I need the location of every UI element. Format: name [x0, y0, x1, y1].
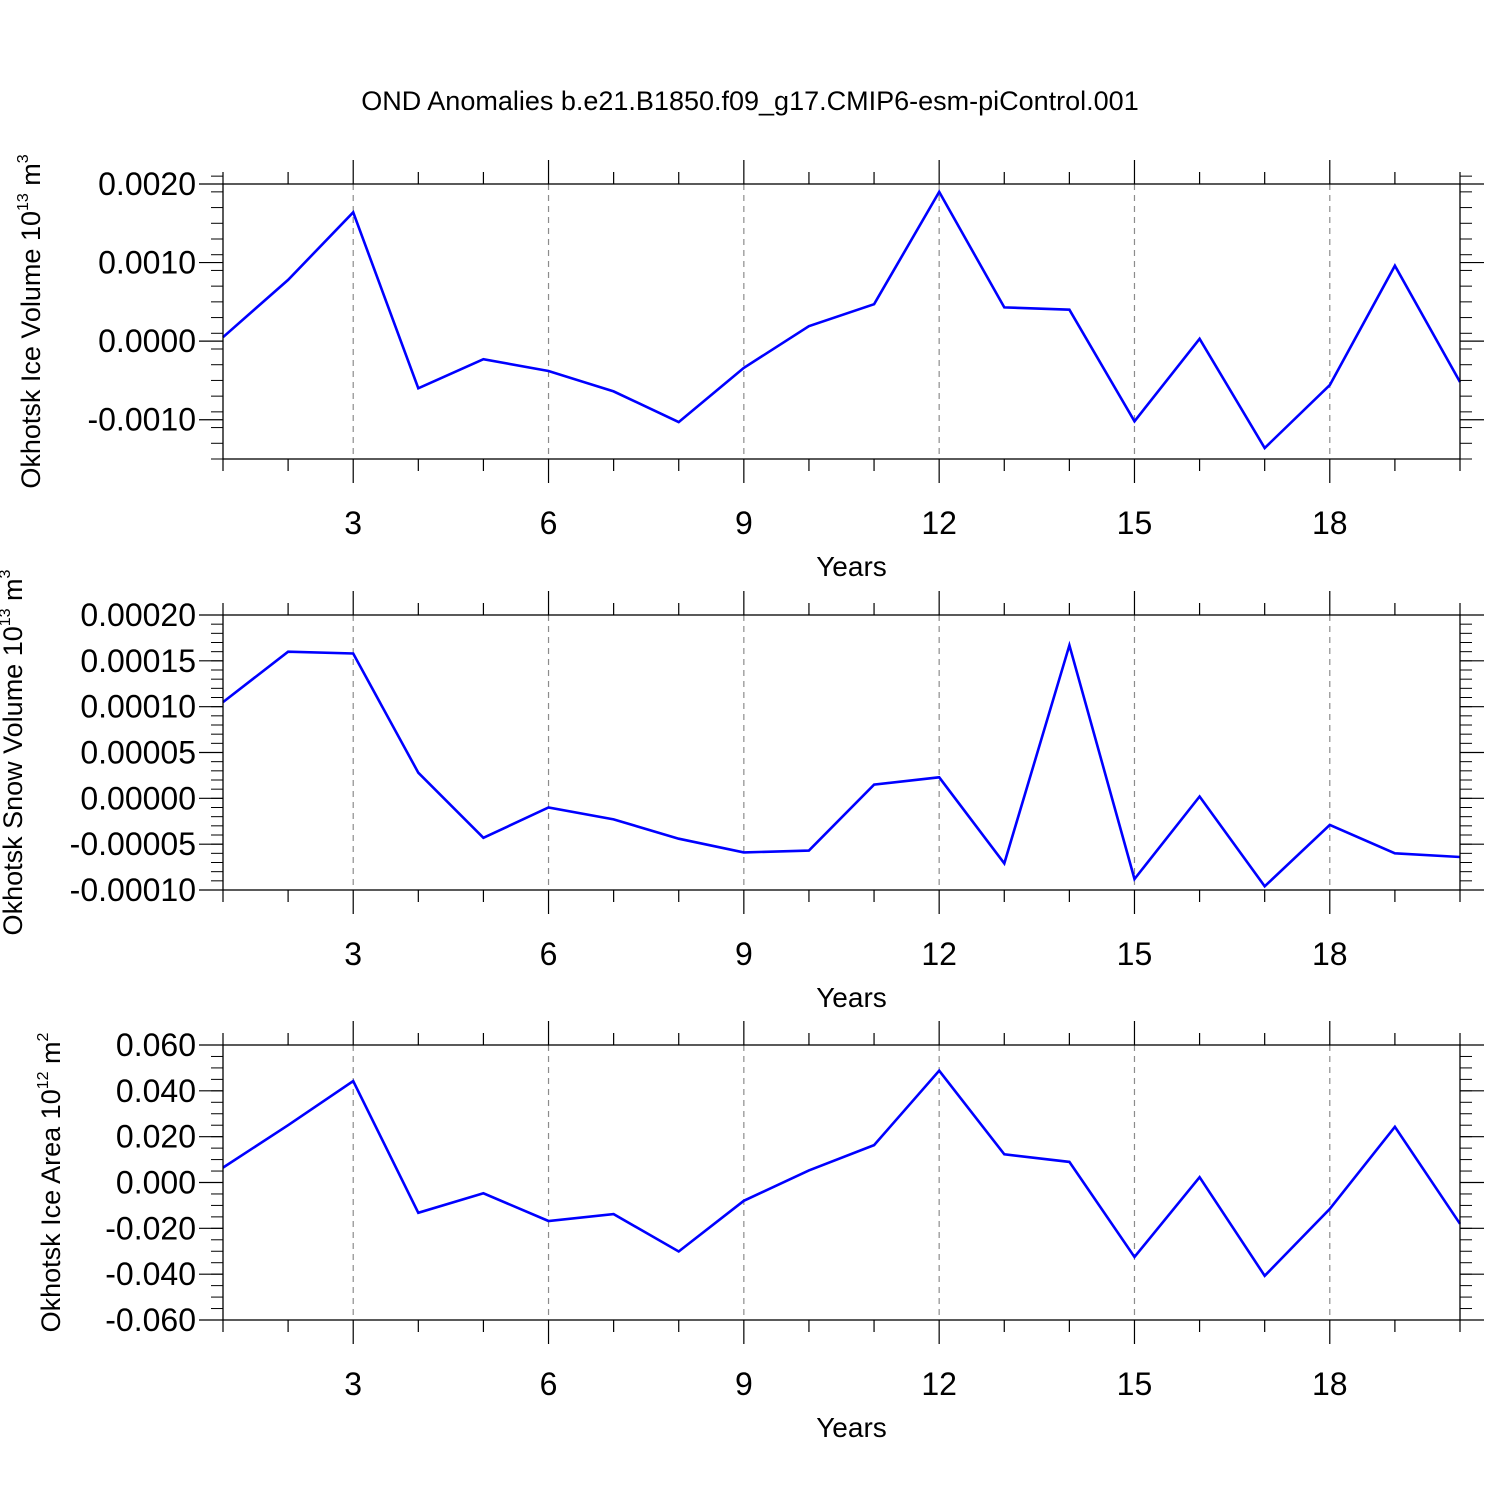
x-tick-label: 6 [540, 1366, 558, 1402]
x-axis-title: Years [816, 551, 887, 582]
y-axis-title: Okhotsk Snow Volume 1013 m3 [0, 569, 28, 935]
y-tick-label: 0.0010 [98, 245, 196, 281]
x-tick-label: 15 [1117, 505, 1153, 541]
plot-frame [222, 1044, 1461, 1321]
x-tick-label: 12 [921, 505, 957, 541]
x-tick-label: 12 [921, 1366, 957, 1402]
y-tick-label: 0.0020 [98, 166, 196, 202]
y-axis-title-superscript: 2 [35, 1032, 52, 1041]
x-tick-label: 15 [1117, 1366, 1153, 1402]
y-axis-title-superscript: 3 [15, 154, 32, 163]
x-tick-label: 6 [540, 505, 558, 541]
y-tick-label: 0.040 [116, 1073, 196, 1109]
plot-frame [222, 183, 1461, 460]
x-axis-title: Years [816, 982, 887, 1013]
y-axis-title-part: m [36, 1041, 66, 1071]
y-axis-title-part: m [0, 578, 28, 608]
y-tick-label: 0.00005 [80, 735, 196, 771]
y-axis-title: Okhotsk Ice Volume 1013 m3 [15, 154, 46, 488]
y-tick-label: 0.060 [116, 1027, 196, 1063]
chart-panel-2: 0.00020 0.00015 0.00010 0.00005 0.00000 -0.00… [0, 569, 1484, 1013]
y-tick-label: 0.00015 [80, 643, 196, 679]
x-tick-label: 15 [1117, 936, 1153, 972]
x-tick-label: 9 [735, 936, 753, 972]
chart-panel-3: 0.060 0.040 0.020 0.000 -0.020 -0.040 -0.060 3 6… [35, 1021, 1484, 1443]
x-tick-label: 18 [1312, 1366, 1348, 1402]
data-line [222, 1068, 1462, 1278]
y-axis-title-superscript: 12 [35, 1071, 52, 1089]
x-tick-label: 12 [921, 936, 957, 972]
x-tick-label: 6 [540, 936, 558, 972]
chart-panel-1: 0.0020 0.0010 0.0000 -0.0010 3 6 9 12 15 18 Years O… [15, 154, 1484, 582]
y-tick-label: -0.0010 [87, 402, 196, 438]
y-tick-label: 0.00000 [80, 780, 196, 816]
chart-panels: 0.0020 0.0010 0.0000 -0.0010 3 6 9 12 15 18 Years O… [0, 154, 1484, 1443]
x-tick-label: 3 [344, 1366, 362, 1402]
x-tick-label: 18 [1312, 936, 1348, 972]
y-axis-title-superscript: 3 [0, 569, 14, 578]
x-tick-label: 3 [344, 936, 362, 972]
y-tick-label: 0.020 [116, 1119, 196, 1155]
x-tick-label: 3 [344, 505, 362, 541]
y-axis-title-superscript: 13 [15, 193, 32, 211]
x-axis-title: Years [816, 1412, 887, 1443]
y-axis-title-part: m [16, 163, 46, 193]
y-tick-label: 0.000 [116, 1165, 196, 1201]
y-tick-label: -0.060 [105, 1302, 196, 1338]
y-axis-title: Okhotsk Ice Area 1012 m2 [35, 1032, 66, 1332]
data-line [222, 640, 1461, 889]
y-tick-label: 0.0000 [98, 323, 196, 359]
y-axis-title-part: Okhotsk Ice Volume 10 [16, 211, 46, 489]
y-tick-label: -0.040 [105, 1256, 196, 1292]
y-tick-label: 0.00010 [80, 689, 196, 725]
x-tick-label: 9 [735, 1366, 753, 1402]
y-axis-title-part: Okhotsk Snow Volume 10 [0, 626, 28, 935]
x-tick-label: 18 [1312, 505, 1348, 541]
y-tick-label: -0.020 [105, 1210, 196, 1246]
y-tick-label: 0.00020 [80, 597, 196, 633]
chart-title: OND Anomalies b.e21.B1850.f09_g17.CMIP6-… [361, 86, 1138, 116]
y-axis-title-superscript: 13 [0, 608, 14, 626]
data-line [222, 189, 1462, 451]
x-tick-label: 9 [735, 505, 753, 541]
y-tick-label: -0.00005 [70, 826, 196, 862]
y-tick-label: -0.00010 [70, 872, 196, 908]
y-axis-title-part: Okhotsk Ice Area 10 [36, 1089, 66, 1332]
